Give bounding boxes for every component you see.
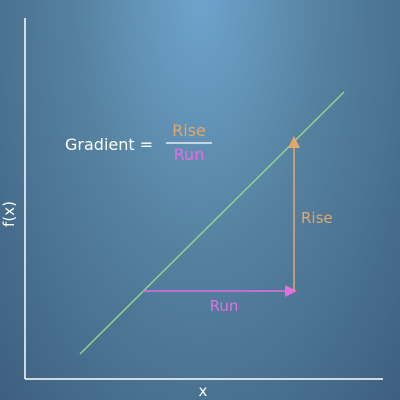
x-axis-label: x [199, 382, 208, 400]
run-label: Run [210, 297, 239, 315]
rise-label: Rise [301, 209, 333, 227]
formula-numerator: Rise [172, 121, 206, 140]
y-axis-label: f(x) [0, 201, 18, 227]
function-line [79, 91, 345, 355]
formula-lhs: Gradient = [65, 135, 153, 154]
formula-denominator: Run [174, 145, 205, 164]
